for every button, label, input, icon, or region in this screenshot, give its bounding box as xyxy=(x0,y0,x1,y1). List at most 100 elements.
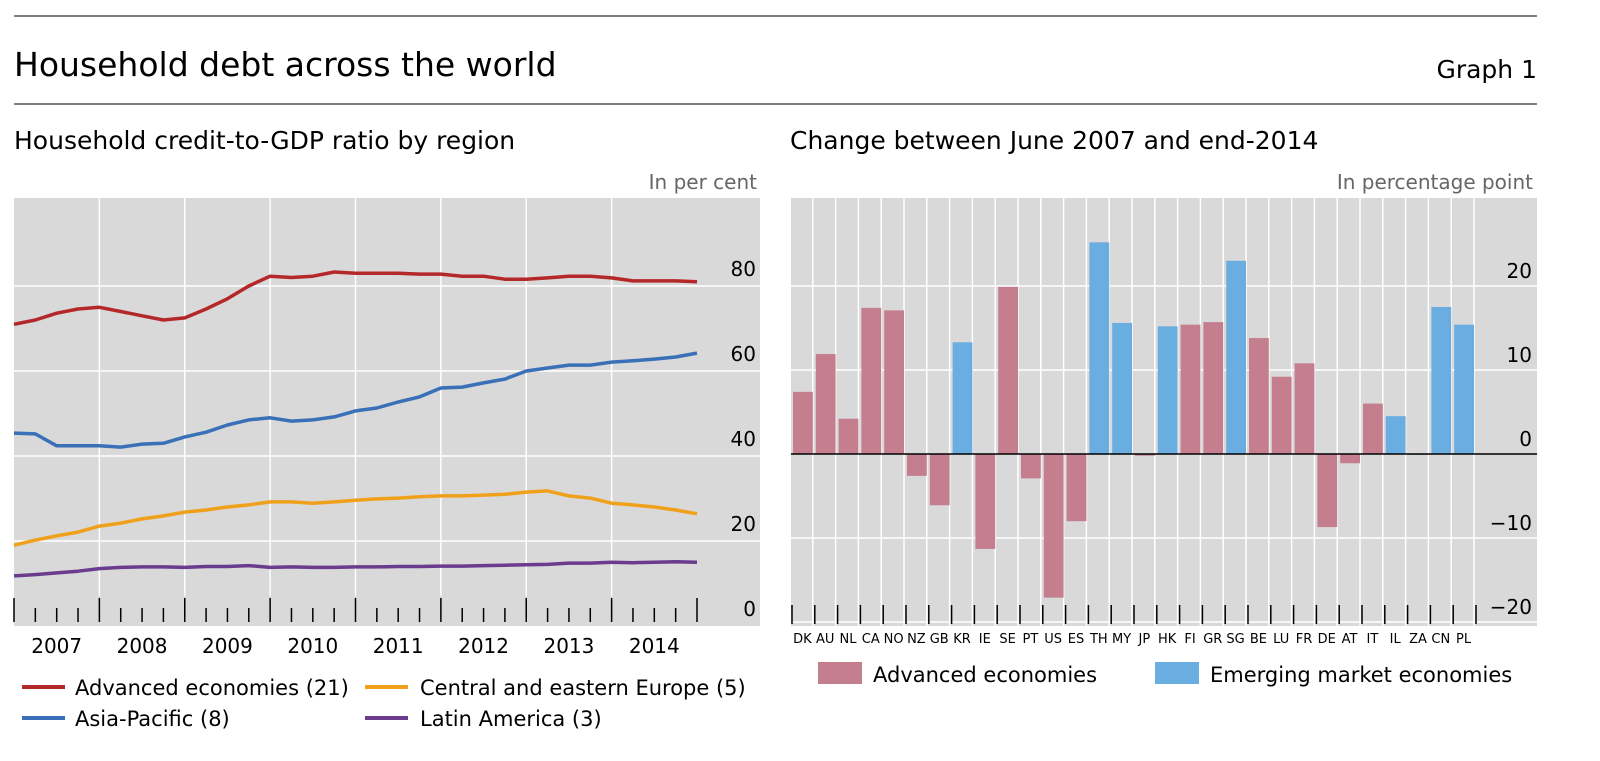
legend-label-advanced-bar: Advanced economies xyxy=(873,663,1097,687)
bar-GB xyxy=(929,454,950,506)
x-tick-label: US xyxy=(1044,632,1062,647)
left-legend: Advanced economies (21) Central and east… xyxy=(22,676,746,731)
legend-label-emerging-bar: Emerging market economies xyxy=(1210,663,1512,687)
x-tick-label: AU xyxy=(816,632,834,647)
y-tick-label: 80 xyxy=(731,257,756,281)
bar-CA xyxy=(861,307,882,454)
bar-IT xyxy=(1363,403,1383,454)
y-tick-label: −10 xyxy=(1490,511,1532,535)
legend-swatch-advanced-bar xyxy=(818,662,862,684)
bar-PT xyxy=(1021,454,1041,479)
y-tick-label: 10 xyxy=(1507,343,1532,367)
right-chart-title: Change between June 2007 and end-2014 xyxy=(790,126,1318,155)
x-tick-label: CN xyxy=(1431,632,1450,647)
x-tick-label: NZ xyxy=(907,632,926,647)
x-tick-label: NO xyxy=(884,632,904,647)
x-tick-label: AT xyxy=(1342,632,1358,647)
bar-NL xyxy=(838,418,859,454)
bar-MY xyxy=(1112,322,1132,454)
bar-AU xyxy=(815,354,836,454)
bar-ES xyxy=(1066,454,1087,522)
left-chart-title: Household credit-to-GDP ratio by region xyxy=(14,126,515,155)
bar-NO xyxy=(884,310,904,454)
bar-DE xyxy=(1317,454,1338,528)
legend-swatch-emerging-bar xyxy=(1155,662,1199,684)
graph-label: Graph 1 xyxy=(1436,55,1537,84)
x-tick-label: FR xyxy=(1296,632,1313,647)
bar-PL xyxy=(1454,324,1474,454)
bar-JP xyxy=(1135,454,1155,456)
bar-LU xyxy=(1271,376,1292,454)
legend-label-cee: Central and eastern Europe (5) xyxy=(420,676,746,700)
bar-TH xyxy=(1089,242,1110,454)
legend-label-advanced: Advanced economies (21) xyxy=(75,676,349,700)
x-tick-label: CA xyxy=(862,632,880,647)
x-tick-label: 2007 xyxy=(31,634,82,658)
right-legend: Advanced economies Emerging market econo… xyxy=(818,662,1512,687)
x-tick-label: LU xyxy=(1273,632,1289,647)
x-tick-label: ZA xyxy=(1409,632,1427,647)
y-tick-label: 60 xyxy=(731,342,756,366)
series-line-2 xyxy=(13,489,698,548)
bar-HK xyxy=(1157,326,1178,454)
bar-NZ xyxy=(907,454,927,476)
x-tick-label: MY xyxy=(1112,632,1131,647)
bar-SG xyxy=(1226,260,1246,454)
x-tick-label: NL xyxy=(840,632,858,647)
bar-DK xyxy=(793,391,813,454)
y-tick-label: 40 xyxy=(731,427,756,451)
bar-IL xyxy=(1385,416,1406,454)
bar-CN xyxy=(1431,307,1452,454)
series-line-0 xyxy=(13,270,698,327)
y-tick-label: 20 xyxy=(731,512,756,536)
x-tick-label: 2013 xyxy=(543,634,594,658)
bar-AT xyxy=(1340,454,1360,464)
left-chart-unit: In per cent xyxy=(649,170,757,194)
bar-FI xyxy=(1180,324,1201,454)
y-tick-label: 20 xyxy=(1507,259,1532,283)
x-tick-label: FI xyxy=(1184,632,1195,647)
x-tick-label: SG xyxy=(1226,632,1244,647)
x-tick-label: PT xyxy=(1023,632,1039,647)
x-tick-label: JP xyxy=(1138,632,1151,647)
bar-US xyxy=(1043,454,1064,598)
figure-title: Household debt across the world xyxy=(14,45,557,84)
right-chart-unit: In percentage point xyxy=(1337,170,1533,194)
x-tick-label: IT xyxy=(1367,632,1379,647)
x-tick-label: 2012 xyxy=(458,634,509,658)
x-tick-label: 2010 xyxy=(287,634,338,658)
y-tick-label: 0 xyxy=(1519,427,1532,451)
bar-chart: DK AU NL CA NO NZ GB KR IE SE PT US ES TH MY JP HK FI GR SG… xyxy=(791,198,1537,647)
x-tick-label: 2009 xyxy=(202,634,253,658)
series-line-1 xyxy=(13,351,698,449)
line-chart: 2007 2008 2009 2010 2011 2012 2013 2014 0 20 40 60 8… xyxy=(13,198,760,658)
x-tick-label: 2014 xyxy=(629,634,680,658)
x-tick-label: ES xyxy=(1068,632,1084,647)
x-tick-label: IE xyxy=(979,632,991,647)
bar-SE xyxy=(998,286,1018,454)
legend-label-latam: Latin America (3) xyxy=(420,707,602,731)
x-tick-label: KR xyxy=(953,632,971,647)
bar-FR xyxy=(1294,363,1315,454)
x-tick-label: BE xyxy=(1250,632,1267,647)
x-tick-label: DK xyxy=(793,632,812,647)
legend-label-asia: Asia-Pacific (8) xyxy=(75,707,230,731)
plot-background xyxy=(14,198,760,626)
x-tick-label: SE xyxy=(999,632,1015,647)
x-tick-label: HK xyxy=(1158,632,1177,647)
series-line-3 xyxy=(13,560,698,578)
x-tick-label: TH xyxy=(1089,632,1108,647)
y-tick-label: 0 xyxy=(743,597,756,621)
x-tick-label: GB xyxy=(930,632,949,647)
x-tick-label: IL xyxy=(1390,632,1402,647)
x-tick-label: 2008 xyxy=(117,634,168,658)
x-tick-label: GR xyxy=(1203,632,1222,647)
bar-KR xyxy=(952,342,973,454)
bar-IE xyxy=(975,454,996,549)
x-tick-label: 2011 xyxy=(373,634,424,658)
bar-GR xyxy=(1203,322,1224,454)
x-tick-label: DE xyxy=(1318,632,1336,647)
y-tick-label: −20 xyxy=(1490,595,1532,619)
x-tick-label: PL xyxy=(1456,632,1472,647)
